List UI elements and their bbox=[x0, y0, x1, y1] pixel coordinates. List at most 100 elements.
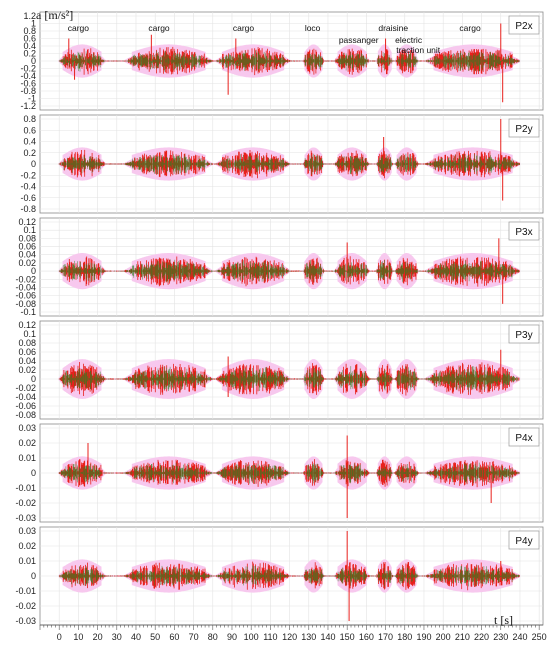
y-tick-label: -0.06 bbox=[15, 401, 36, 411]
event-annotation: loco bbox=[305, 23, 321, 33]
event-annotation: cargo bbox=[233, 23, 255, 33]
y-tick-label: 0.04 bbox=[18, 356, 36, 366]
signal-trace bbox=[58, 435, 521, 518]
y-tick-label: 0.08 bbox=[18, 338, 36, 348]
y-tick-label: -0.01 bbox=[15, 586, 36, 596]
panel-label: P4x bbox=[508, 427, 540, 447]
y-tick-label: -0.8 bbox=[20, 86, 36, 96]
y-tick-label: 0 bbox=[31, 266, 36, 276]
y-tick-label: -0.2 bbox=[20, 170, 36, 180]
y-tick-label: 0.06 bbox=[18, 242, 36, 252]
y-tick-label: 0.02 bbox=[18, 541, 36, 551]
y-tick-label: 1.2 bbox=[23, 11, 36, 21]
y-tick-label: -0.03 bbox=[15, 513, 36, 523]
event-annotation: passanger bbox=[339, 35, 379, 45]
y-tick-label: 0 bbox=[31, 571, 36, 581]
panel-p3x: 0.120.10.080.060.040.020-0.02-0.04-0.06-… bbox=[15, 217, 544, 317]
x-axis-label: t [s] bbox=[494, 613, 513, 627]
x-tick-label: 210 bbox=[455, 632, 470, 642]
y-tick-label: -0.08 bbox=[15, 299, 36, 309]
y-tick-label: -0.6 bbox=[20, 79, 36, 89]
y-tick-label: 0.02 bbox=[18, 438, 36, 448]
y-tick-label: -0.03 bbox=[15, 616, 36, 626]
y-tick-label: 0.01 bbox=[18, 556, 36, 566]
x-tick-label: 70 bbox=[189, 632, 199, 642]
y-tick-label: 0.12 bbox=[18, 217, 36, 227]
event-annotation: cargo bbox=[148, 23, 170, 33]
x-tick-label: 10 bbox=[73, 632, 83, 642]
panel-label: P2y bbox=[508, 118, 540, 138]
signal-green bbox=[58, 153, 520, 175]
x-tick-label: 160 bbox=[359, 632, 374, 642]
y-tick-label: 0.1 bbox=[23, 329, 36, 339]
y-tick-label: -0.06 bbox=[15, 291, 36, 301]
x-tick-label: 40 bbox=[131, 632, 141, 642]
y-tick-label: 0.08 bbox=[18, 233, 36, 243]
panel-label: P2x bbox=[508, 15, 540, 35]
panels-group: 1.210.80.60.40.20-0.2-0.4-0.6-0.8-1-1.2P… bbox=[15, 11, 544, 626]
y-tick-label: -0.8 bbox=[20, 204, 36, 214]
y-tick-label: 0.6 bbox=[23, 34, 36, 44]
y-tick-label: 0.02 bbox=[18, 365, 36, 375]
panel-label-text: P3y bbox=[515, 330, 532, 341]
y-tick-label: -0.04 bbox=[15, 392, 36, 402]
panel-label: P3x bbox=[508, 221, 540, 241]
event-annotation: draisine bbox=[378, 23, 408, 33]
x-tick-label: 220 bbox=[474, 632, 489, 642]
panel-p2x: 1.210.80.60.40.20-0.2-0.4-0.6-0.8-1-1.2 P… bbox=[20, 11, 544, 111]
y-tick-label: -0.6 bbox=[20, 193, 36, 203]
y-tick-label: -1.2 bbox=[20, 101, 36, 111]
x-tick-label: 150 bbox=[340, 632, 355, 642]
y-tick-label: 0.6 bbox=[23, 125, 36, 135]
x-tick-label: 80 bbox=[208, 632, 218, 642]
event-annotation: cargo bbox=[68, 23, 90, 33]
y-tick-label: 0.8 bbox=[23, 26, 36, 36]
y-tick-label: -0.02 bbox=[15, 274, 36, 284]
signal-green bbox=[58, 565, 520, 587]
y-tick-label: 0.01 bbox=[18, 453, 36, 463]
y-tick-label: -0.04 bbox=[15, 282, 36, 292]
y-tick-label: 0.02 bbox=[18, 258, 36, 268]
y-tick-label: 0 bbox=[31, 468, 36, 478]
y-tick-label: 0 bbox=[31, 56, 36, 66]
panel-label-text: P2x bbox=[515, 21, 532, 32]
panel-label-text: P3x bbox=[515, 227, 532, 238]
y-tick-label: -0.02 bbox=[15, 601, 36, 611]
x-tick-label: 0 bbox=[57, 632, 62, 642]
y-tick-label: -0.02 bbox=[15, 498, 36, 508]
panel-label-text: P2y bbox=[515, 124, 532, 135]
panel-p4x: 0.03 0.02 0.01 0 -0.01 -0.02 -0.03 P4x bbox=[15, 423, 544, 523]
panel-label-text: P4y bbox=[515, 536, 532, 547]
event-annotation: traction unit bbox=[396, 45, 441, 55]
y-tick-label: -0.2 bbox=[20, 64, 36, 74]
y-tick-label: 0.8 bbox=[23, 114, 36, 124]
x-tick-label: 250 bbox=[532, 632, 547, 642]
x-tick-label: 240 bbox=[512, 632, 527, 642]
x-tick-label: 140 bbox=[320, 632, 335, 642]
signal-trace bbox=[58, 349, 521, 399]
y-tick-label: 0 bbox=[31, 374, 36, 384]
panel-p3y: 0.120.10.080.060.040.020-0.02-0.04-0.06-… bbox=[15, 320, 544, 420]
x-tick-label: 100 bbox=[244, 632, 259, 642]
y-tick-label: 0.03 bbox=[18, 526, 36, 536]
x-tick-label: 120 bbox=[282, 632, 297, 642]
y-tick-label: -0.02 bbox=[15, 383, 36, 393]
x-tick-label: 110 bbox=[263, 632, 277, 642]
x-tick-label: 180 bbox=[397, 632, 412, 642]
y-tick-label: -0.4 bbox=[20, 182, 36, 192]
x-tick-label: 190 bbox=[416, 632, 431, 642]
signal-green bbox=[58, 462, 520, 484]
x-tick-label: 200 bbox=[436, 632, 451, 642]
y-tick-label: 0.2 bbox=[23, 49, 36, 59]
y-tick-label: 0.1 bbox=[23, 225, 36, 235]
event-annotation: cargo bbox=[459, 23, 481, 33]
signal-green bbox=[58, 259, 520, 283]
x-axis: 0 10 20 30 40 50 60 70 80 90 100 110 120 130 140 150 160… bbox=[39, 624, 547, 642]
y-tick-label: 0.12 bbox=[18, 320, 36, 330]
x-tick-label: 130 bbox=[301, 632, 316, 642]
y-tick-label: 0.2 bbox=[23, 148, 36, 158]
y-tick-label: 0.4 bbox=[23, 137, 36, 147]
y-tick-label: -0.4 bbox=[20, 71, 36, 81]
x-tick-label: 90 bbox=[227, 632, 237, 642]
